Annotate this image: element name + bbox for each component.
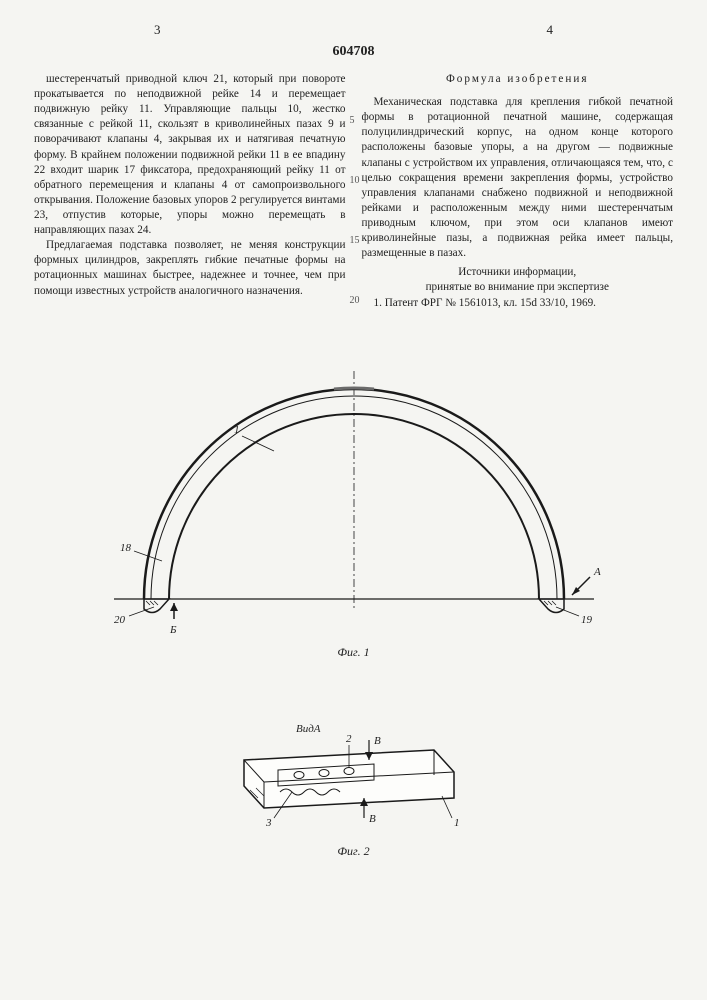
fig1-label-1: 1 [234, 424, 240, 436]
fig2-label-1: 1 [454, 817, 460, 829]
page-num-left: 3 [154, 22, 161, 38]
line-num: 5 [350, 114, 360, 129]
left-para-1: шестеренчатый приводной ключ 21, который… [34, 72, 346, 238]
left-para-2: Предлагаемая подставка позволяет, не мен… [34, 238, 346, 298]
claim-body: Механическая подставка для крепления гиб… [362, 95, 674, 261]
source-1: 1. Патент ФРГ № 1561013, кл. 15d 33/10, … [362, 296, 674, 311]
sources-title: Источники информации, [362, 265, 674, 280]
right-column: 5 10 15 20 Формула изобретения Механичес… [362, 72, 674, 311]
fig1-label-18: 18 [120, 542, 132, 554]
fig2-vida: ВидА [296, 723, 321, 735]
page-num-right: 4 [547, 22, 554, 38]
patent-number: 604708 [34, 44, 673, 60]
fig2-label-2: 2 [346, 733, 352, 745]
line-num: 20 [350, 294, 360, 309]
fig1-section-a: А [593, 566, 601, 578]
page-root: 3 4 604708 шестеренчатый приводной ключ … [0, 0, 707, 859]
sources-block: Источники информации, принятые во вниман… [362, 265, 674, 310]
figure-2: В В ВидА 2 3 1 [204, 700, 504, 840]
fig1-label-20: 20 [114, 614, 126, 626]
fig2-label-3: 3 [265, 817, 272, 829]
page-numbers: 3 4 [34, 22, 673, 38]
text-columns: шестеренчатый приводной ключ 21, который… [34, 72, 673, 311]
line-num: 15 [350, 234, 360, 249]
figures-block: 1 18 20 19 А Б Фиг. 1 [34, 351, 673, 859]
formula-title: Формула изобретения [362, 72, 674, 87]
fig2-caption: Фиг. 2 [34, 844, 673, 859]
sources-sub: принятые во внимание при экспертизе [362, 280, 674, 295]
fig1-label-19: 19 [581, 614, 593, 626]
line-num: 10 [350, 174, 360, 189]
left-column: шестеренчатый приводной ключ 21, который… [34, 72, 346, 311]
fig2-section-b2: В [369, 813, 376, 825]
figure-1: 1 18 20 19 А Б [74, 351, 634, 641]
fig1-section-b: Б [169, 624, 177, 636]
line-number-gutter: 5 10 15 20 [350, 72, 360, 309]
fig2-section-b1: В [374, 735, 381, 747]
fig1-caption: Фиг. 1 [34, 645, 673, 660]
